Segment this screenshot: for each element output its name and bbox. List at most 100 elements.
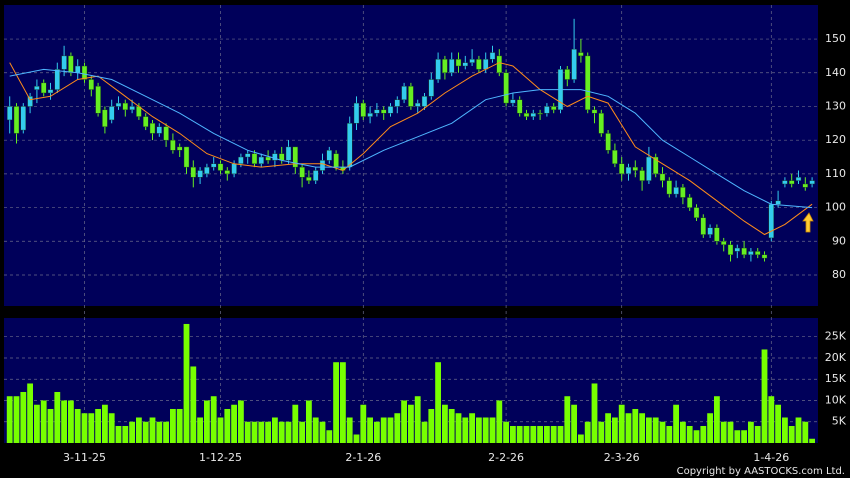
volume-bar [312, 417, 319, 443]
volume-bar [625, 413, 632, 443]
candle-body [517, 99, 523, 114]
candle-body [20, 106, 26, 131]
volume-bar [612, 417, 618, 443]
volume-bar [278, 421, 285, 443]
candle-body [170, 139, 176, 151]
volume-bar [238, 400, 244, 443]
candle-body [775, 200, 781, 205]
candle-body [619, 163, 625, 175]
candle-body [374, 109, 380, 114]
volume-bar [163, 421, 169, 443]
volume-bar [204, 400, 210, 443]
y-tick-label: 15K [825, 372, 847, 385]
moving-average-line [9, 68, 813, 209]
volume-bar [136, 417, 142, 443]
candle-body [700, 217, 706, 235]
candle-body [673, 187, 679, 195]
x-tick-label: 2-2-26 [488, 451, 524, 464]
candle-body [326, 150, 332, 161]
candle-body [292, 146, 298, 168]
candle-body [217, 163, 224, 171]
volume-bar [544, 425, 550, 443]
volume-bar [489, 417, 496, 443]
candle-body [299, 166, 305, 178]
volume-bar [102, 404, 108, 443]
volume-bar [768, 396, 775, 443]
volume-bar [387, 417, 394, 443]
candle-body [319, 160, 326, 171]
volume-bar [115, 425, 122, 443]
volume-bar [360, 404, 367, 443]
candle-body [469, 59, 475, 63]
volume-bar [95, 408, 101, 443]
candle-body [687, 197, 693, 208]
candle-body [353, 102, 360, 124]
volume-bar [714, 396, 720, 443]
volume-bar [292, 404, 299, 443]
volume-bar [340, 362, 346, 443]
volume-bar [680, 421, 686, 443]
candle-body [272, 153, 278, 161]
volume-bar [414, 396, 421, 443]
volume-bar [550, 425, 557, 443]
y-tick-label: 10K [825, 393, 847, 406]
candle-body [122, 102, 129, 111]
candle-body [6, 106, 13, 121]
candle-body [238, 156, 244, 164]
candle-body [714, 227, 720, 242]
volume-bar [40, 400, 47, 443]
volume-bar [496, 400, 503, 443]
candle-body [748, 251, 754, 255]
volume-bar [442, 404, 448, 443]
volume-bar [686, 425, 693, 443]
candle-body [693, 207, 700, 218]
volume-bar [231, 404, 237, 443]
volume-bar [455, 413, 462, 443]
candle-body [285, 146, 292, 161]
candle-body [755, 251, 761, 255]
y-tick-label: 25K [825, 330, 847, 343]
candle-body [489, 52, 496, 60]
volume-bar [258, 421, 265, 443]
volume-bar [81, 413, 88, 443]
volume-bar [741, 430, 747, 443]
volume-bar [421, 421, 428, 443]
candle-body [387, 106, 394, 114]
candle-body [27, 96, 33, 107]
candle-body [88, 79, 95, 90]
volume-bar [68, 400, 74, 443]
volume-bar [6, 396, 13, 443]
candle-body [462, 62, 468, 67]
volume-bar [374, 421, 380, 443]
volume-bar [319, 421, 326, 443]
arrow-icon [802, 212, 814, 233]
volume-bar [707, 413, 713, 443]
volume-bar [720, 421, 727, 443]
volume-bar [47, 408, 54, 443]
volume-bar [88, 413, 95, 443]
volume-bar [142, 421, 149, 443]
volume-bar [176, 408, 183, 443]
candle-body [231, 163, 237, 175]
candle-body [176, 146, 183, 151]
candle-body [727, 244, 734, 255]
candle-body [95, 86, 101, 114]
price-panel [4, 5, 818, 306]
candle-body [224, 170, 231, 175]
y-tick-label: 110 [825, 167, 846, 180]
candle-body [61, 55, 67, 70]
candle-body [190, 166, 197, 178]
volume-bar [571, 404, 577, 443]
volume-bar [788, 425, 795, 443]
candle-body [789, 180, 795, 185]
candle-body [802, 183, 808, 188]
volume-bar [537, 425, 543, 443]
volume-bar [367, 417, 373, 443]
y-tick-label: 150 [825, 32, 846, 45]
candle-body [68, 55, 74, 73]
candle-body [129, 106, 135, 111]
volume-bar [74, 408, 81, 443]
volume-bar [748, 421, 754, 443]
candle-body [551, 106, 557, 111]
